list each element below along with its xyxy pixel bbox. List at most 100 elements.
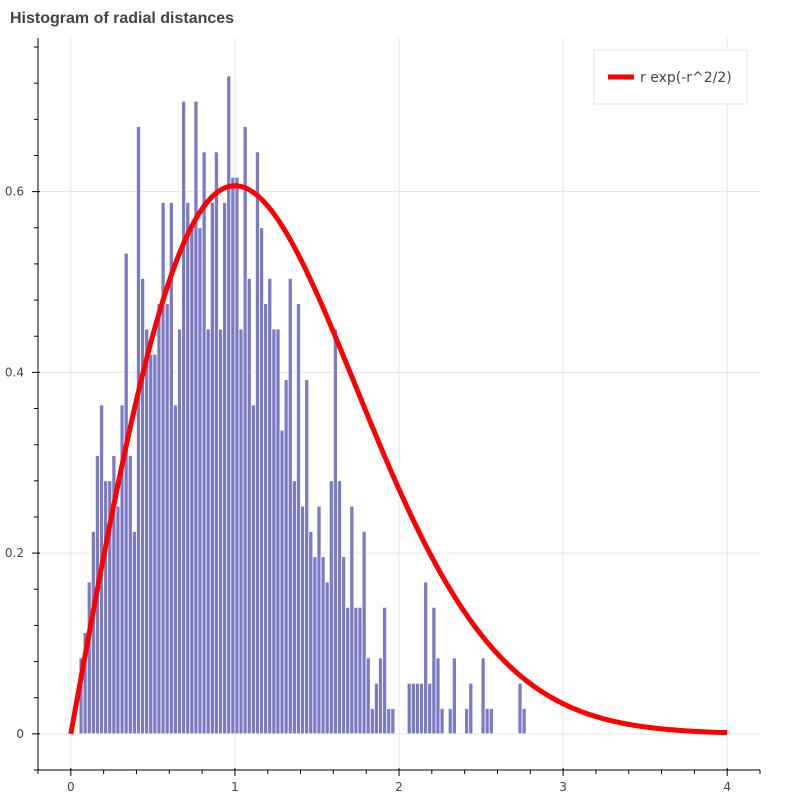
density-curve — [68, 183, 728, 736]
histogram-bar — [226, 75, 232, 735]
histogram-bar — [484, 708, 490, 735]
histogram-bars — [78, 75, 527, 735]
histogram-bar — [369, 708, 375, 735]
histogram-bar — [140, 277, 146, 735]
x-tick-label: 1 — [231, 780, 239, 794]
histogram-bar — [90, 531, 96, 735]
histogram-bar — [345, 606, 351, 735]
histogram-bar — [300, 505, 306, 735]
histogram-bar — [517, 682, 523, 735]
histogram-bar — [353, 606, 359, 735]
histogram-bar — [279, 429, 285, 735]
axes: 0 1 2 3 4 0 0.2 0.4 0.6 — [5, 38, 761, 794]
histogram-bar — [447, 708, 453, 735]
y-tick-label: 0.4 — [5, 365, 24, 379]
y-tick-label: 0.6 — [5, 185, 24, 199]
histogram-bar — [185, 202, 191, 735]
histogram-bar — [222, 202, 228, 735]
histogram-bar — [320, 556, 326, 735]
histogram-bar — [238, 328, 244, 735]
histogram-bar — [205, 328, 211, 735]
histogram-bar — [271, 328, 277, 735]
histogram-bar — [382, 606, 388, 735]
histogram-bar — [435, 657, 441, 735]
histogram-bar — [115, 505, 121, 735]
histogram-bar — [156, 303, 162, 735]
histogram-bar — [148, 353, 154, 735]
chart-title: Histogram of radial distances — [10, 10, 235, 27]
histogram-bar — [209, 202, 215, 735]
histogram-bar — [164, 303, 170, 735]
histogram-bar — [361, 531, 367, 735]
histogram-bar — [181, 100, 187, 735]
histogram-bar — [189, 227, 195, 735]
x-tick-label: 3 — [559, 780, 567, 794]
histogram-bar — [230, 176, 236, 735]
histogram-bar — [488, 708, 494, 735]
histogram-bar — [296, 303, 301, 735]
histogram-bar — [267, 277, 273, 735]
y-tick-label: 0 — [16, 727, 24, 741]
histogram-bar — [308, 531, 314, 735]
histogram-bar — [378, 657, 383, 735]
histogram-bar — [172, 404, 178, 735]
histogram-bar — [250, 404, 256, 735]
histogram-bar — [431, 606, 437, 735]
histogram-bar — [218, 328, 224, 735]
histogram-bar — [123, 252, 129, 735]
histogram-bar — [246, 277, 252, 735]
x-tick-label: 2 — [395, 780, 403, 794]
histogram-bar — [304, 379, 310, 735]
histogram-bar — [136, 126, 141, 735]
histogram-bar — [390, 708, 396, 735]
histogram-bar — [365, 657, 371, 735]
histogram-bar — [332, 328, 338, 735]
histogram-bar — [287, 277, 293, 735]
histogram-bar — [337, 480, 342, 735]
x-tick-label: 4 — [723, 780, 731, 794]
histogram-bar — [201, 151, 207, 735]
histogram-bar — [521, 708, 527, 735]
histogram-bar — [312, 556, 318, 735]
histogram-bar — [419, 682, 425, 735]
legend: r exp(-r^2/2) — [593, 49, 748, 105]
histogram-bar — [127, 455, 133, 735]
histogram-bar — [373, 682, 379, 735]
histogram-bar — [86, 581, 92, 735]
histogram-bar — [263, 303, 269, 735]
histogram-bar — [283, 379, 289, 735]
histogram-bar — [386, 708, 392, 735]
legend-label: r exp(-r^2/2) — [640, 70, 732, 86]
histogram-bar — [193, 100, 199, 735]
histogram-bar — [197, 227, 203, 735]
histogram-bar — [316, 505, 322, 735]
histogram-bar — [213, 151, 219, 735]
histogram-bar — [451, 657, 457, 735]
histogram-bar — [480, 657, 486, 735]
histogram-bar — [160, 202, 166, 735]
histogram-bar — [357, 606, 363, 735]
histogram-bar — [152, 353, 158, 735]
histogram-bar — [468, 682, 474, 735]
histogram-bar — [464, 708, 470, 735]
histogram-bar — [349, 505, 355, 735]
histogram-bar — [131, 531, 137, 735]
histogram-bar — [255, 151, 260, 735]
histogram-bar — [103, 480, 109, 735]
histogram-bar — [423, 581, 429, 735]
histogram-bar — [234, 176, 240, 735]
histogram-bar — [144, 328, 150, 735]
histogram-bar — [341, 556, 347, 735]
histogram-bar — [324, 581, 330, 735]
histogram-bar — [410, 682, 416, 735]
histogram-bar — [406, 682, 412, 735]
histogram-bar — [275, 328, 281, 735]
y-tick-label: 0.2 — [5, 546, 24, 560]
histogram-bar — [242, 126, 248, 735]
histogram-bar — [415, 682, 420, 735]
histogram-bar — [427, 682, 433, 735]
histogram-bar — [328, 480, 334, 735]
x-tick-label: 0 — [67, 780, 75, 794]
histogram-bar — [439, 708, 445, 735]
